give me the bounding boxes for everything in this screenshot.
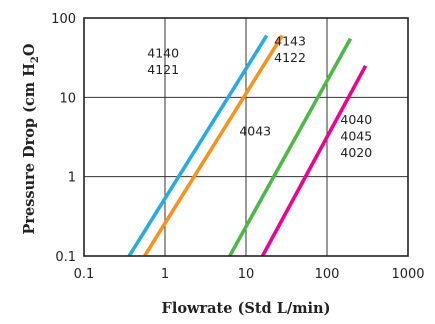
x-axis-title: Flowrate (Std L/min) xyxy=(162,300,331,317)
y-tick-label: 1 xyxy=(68,171,76,186)
x-tick-label: 1000 xyxy=(391,267,424,282)
x-tick-label: 100 xyxy=(315,267,340,282)
series-annotation-label: 4122 xyxy=(274,50,306,65)
x-tick-label: 0.1 xyxy=(74,267,95,282)
series-annotation-label: 4040 xyxy=(340,112,372,127)
series-line xyxy=(260,64,368,257)
y-axis-title-main: Pressure Drop (cm H xyxy=(21,63,38,235)
series-annotation-label: 4020 xyxy=(340,145,372,160)
y-axis-title-end: O xyxy=(21,43,38,56)
series-annotation-label: 4043 xyxy=(239,124,271,139)
y-tick-label: 100 xyxy=(51,12,76,27)
x-tick-label: 10 xyxy=(238,267,255,282)
y-tick-label: 0.1 xyxy=(55,250,76,265)
x-tick-label: 1 xyxy=(161,267,169,282)
series-lines xyxy=(127,34,368,257)
series-annotation-label: 4045 xyxy=(340,129,372,144)
series-annotation-label: 4140 xyxy=(147,45,179,60)
plot-area-frame xyxy=(83,17,409,257)
y-tick-label: 10 xyxy=(59,91,76,106)
series-line xyxy=(127,34,269,257)
series-line xyxy=(228,37,353,257)
y-axis-title: Pressure Drop (cm H2O xyxy=(21,43,41,234)
y-axis-title-subscript: 2 xyxy=(30,56,41,63)
series-line xyxy=(143,34,284,257)
series-annotation-label: 4121 xyxy=(147,62,179,77)
series-annotation-label: 4143 xyxy=(274,34,306,49)
tick-labels: 0.1 1 10 100 1000 0.1 1 10 100 xyxy=(51,12,424,282)
